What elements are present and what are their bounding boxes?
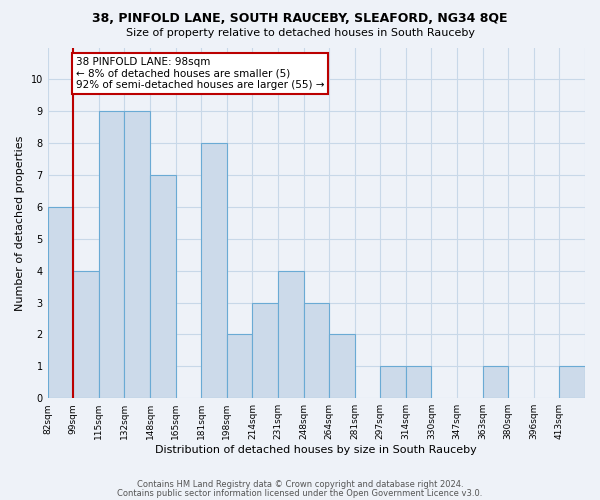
Bar xyxy=(124,112,150,398)
X-axis label: Distribution of detached houses by size in South Rauceby: Distribution of detached houses by size … xyxy=(155,445,477,455)
Bar xyxy=(150,175,176,398)
Text: Contains HM Land Registry data © Crown copyright and database right 2024.: Contains HM Land Registry data © Crown c… xyxy=(137,480,463,489)
Y-axis label: Number of detached properties: Number of detached properties xyxy=(15,135,25,310)
Bar xyxy=(47,207,73,398)
Bar xyxy=(380,366,406,398)
Text: Size of property relative to detached houses in South Rauceby: Size of property relative to detached ho… xyxy=(125,28,475,38)
Bar xyxy=(482,366,508,398)
Text: 38 PINFOLD LANE: 98sqm
← 8% of detached houses are smaller (5)
92% of semi-detac: 38 PINFOLD LANE: 98sqm ← 8% of detached … xyxy=(76,57,325,90)
Text: Contains public sector information licensed under the Open Government Licence v3: Contains public sector information licen… xyxy=(118,488,482,498)
Bar xyxy=(253,302,278,398)
Text: 38, PINFOLD LANE, SOUTH RAUCEBY, SLEAFORD, NG34 8QE: 38, PINFOLD LANE, SOUTH RAUCEBY, SLEAFOR… xyxy=(92,12,508,26)
Bar xyxy=(227,334,253,398)
Bar xyxy=(406,366,431,398)
Bar xyxy=(329,334,355,398)
Bar xyxy=(99,112,124,398)
Bar xyxy=(304,302,329,398)
Bar xyxy=(201,143,227,398)
Bar xyxy=(278,270,304,398)
Bar xyxy=(559,366,585,398)
Bar xyxy=(73,270,99,398)
